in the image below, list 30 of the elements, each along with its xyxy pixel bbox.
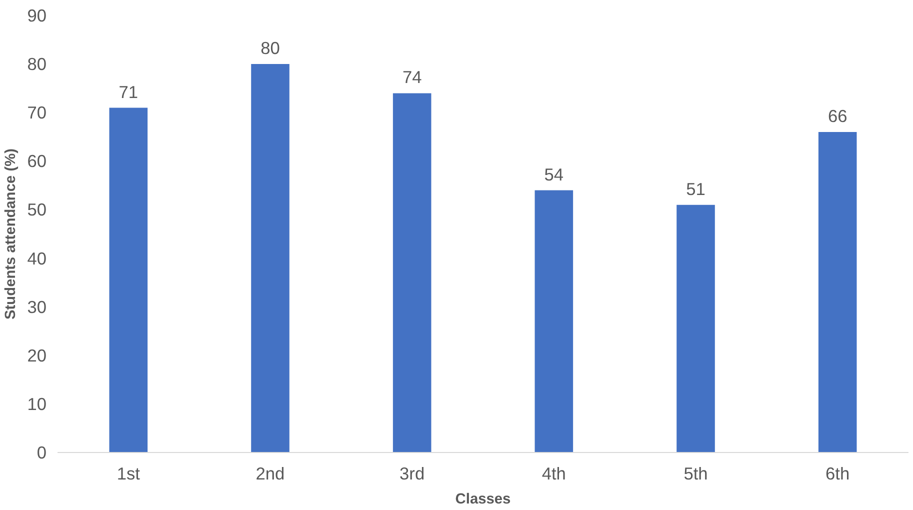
data-label: 71 <box>118 82 138 102</box>
bar <box>534 190 574 452</box>
bar <box>251 64 290 452</box>
y-tick-label: 20 <box>27 345 47 366</box>
data-label: 74 <box>402 67 422 88</box>
y-axis-title: Students attendance (%) <box>3 148 20 320</box>
y-tick-label: 50 <box>27 200 47 220</box>
y-tick-label: 90 <box>27 6 47 26</box>
data-label: 66 <box>828 106 848 126</box>
y-tick-label: 70 <box>27 102 47 123</box>
bar <box>109 108 148 452</box>
data-label: 80 <box>260 38 280 58</box>
y-tick-label: 80 <box>27 54 47 74</box>
x-tick-label: 2nd <box>256 464 285 484</box>
y-tick-label: 60 <box>27 151 47 172</box>
x-tick-label: 5th <box>684 464 708 484</box>
y-tick-label: 0 <box>36 442 47 462</box>
x-tick-label: 4th <box>542 464 566 484</box>
x-tick-label: 1st <box>116 464 140 484</box>
data-label: 51 <box>686 178 706 199</box>
bar <box>818 132 857 452</box>
x-tick-label: 6th <box>826 464 850 484</box>
x-axis-title: Classes <box>455 492 511 508</box>
data-label: 54 <box>544 164 564 184</box>
bar <box>676 204 715 452</box>
y-tick-label: 10 <box>27 394 47 414</box>
bar <box>392 93 432 452</box>
x-tick-label: 3rd <box>400 464 425 484</box>
y-tick-label: 40 <box>27 248 47 268</box>
y-tick-label: 30 <box>27 296 47 317</box>
